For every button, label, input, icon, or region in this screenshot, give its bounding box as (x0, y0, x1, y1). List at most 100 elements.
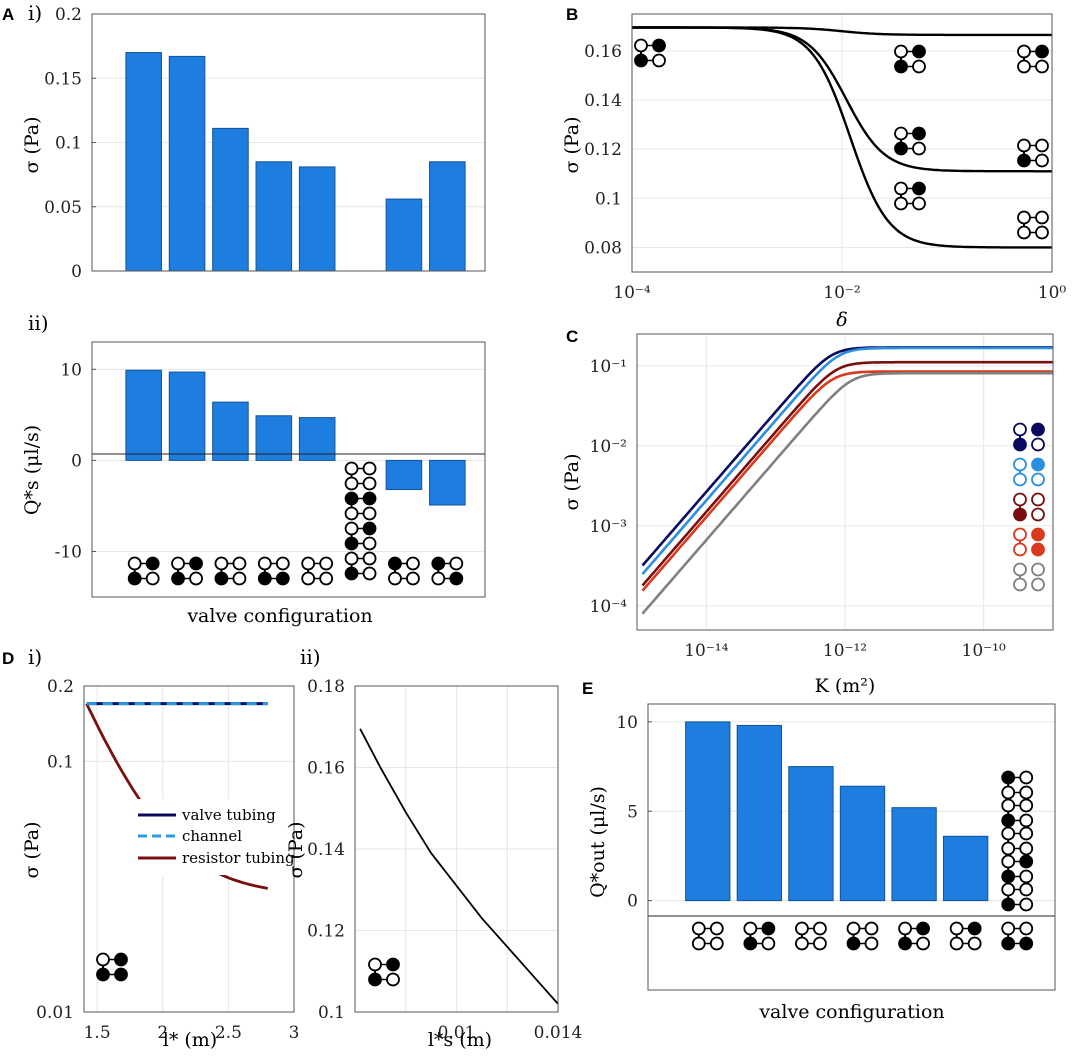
ytick-label: 10⁻³ (590, 517, 627, 537)
valve-circle (1019, 841, 1034, 856)
valve-circle (1001, 798, 1016, 813)
bar (255, 161, 293, 272)
valve-config-icon (1001, 770, 1034, 800)
valve-circle (894, 126, 908, 141)
valve-circle (145, 556, 160, 571)
valve-circle (344, 536, 359, 551)
valve-circle (795, 921, 809, 936)
ytick-label: 10 (616, 713, 638, 733)
chart-d-i: 0.01 0.1 0.2 1.5 2 2.5 3 valve tubing channel… (21, 677, 299, 1051)
valve-circle (1031, 457, 1045, 472)
valve-circle (368, 972, 382, 987)
valve-circle (1019, 785, 1034, 800)
ytick-label: 5 (627, 802, 638, 822)
valve-circle (691, 921, 706, 936)
valve-circle (1013, 422, 1027, 437)
valve-circle (344, 506, 359, 521)
valve-circle (652, 53, 666, 68)
chart-d-ii-lines (359, 728, 559, 1005)
ytick-label: 0.16 (584, 42, 622, 62)
ytick-label: 0.15 (44, 69, 82, 89)
chart-d-ii-ylabel: σ (Pa) (285, 821, 307, 878)
chart-c-lines (641, 346, 1053, 615)
valve-circle (344, 461, 359, 476)
bar (125, 52, 162, 272)
valve-circle (1013, 492, 1027, 507)
xtick-label: 10⁻⁴ (613, 283, 651, 303)
chart-e-bars (685, 721, 989, 902)
valve-circle (1001, 936, 1016, 951)
valve-circle (894, 141, 908, 156)
valve-circle (362, 536, 377, 551)
valve-circle (1031, 562, 1045, 577)
valve-circle (1017, 59, 1031, 74)
valve-circle (1035, 153, 1049, 168)
valve-config-icon (894, 181, 926, 211)
valve-config-icon (1001, 826, 1034, 856)
chart-c-yticks: 10⁻⁴ 10⁻³ 10⁻² 10⁻¹ (590, 357, 628, 617)
valve-circle (1017, 138, 1031, 153)
valve-config-icon (898, 921, 930, 951)
valve-circle (1017, 225, 1031, 240)
valve-circle (898, 936, 912, 951)
valve-circle (761, 921, 776, 936)
subpanel-label-d-i: i) (28, 645, 42, 669)
valve-circle (761, 936, 776, 951)
valve-circle (96, 967, 110, 982)
valve-circle (652, 38, 666, 53)
valve-circle (257, 571, 272, 586)
valve-circle (1035, 138, 1049, 153)
valve-circle (634, 53, 648, 68)
valve-circle (1001, 897, 1016, 912)
valve-circle (96, 952, 110, 967)
valve-circle (406, 556, 420, 571)
valve-config-icon (1001, 921, 1034, 951)
valve-config-icon (127, 556, 160, 586)
valve-circle (912, 141, 926, 156)
bar (298, 417, 336, 461)
chart-a-i-bars (125, 52, 466, 272)
valve-config-icon (388, 556, 420, 586)
valve-circle (743, 936, 758, 951)
valve-circle (1031, 577, 1045, 592)
valve-config-icon (214, 556, 247, 586)
valve-config-icon (368, 957, 400, 987)
valve-circle (275, 556, 290, 571)
bar (385, 198, 423, 272)
chart-b-yticks: 0.08 0.1 0.12 0.14 0.16 (584, 42, 622, 259)
valve-circle (1001, 770, 1016, 785)
chart-e-yticks: 0 5 10 (616, 713, 652, 912)
valve-circle (1031, 437, 1045, 452)
valve-circle (912, 44, 926, 59)
valve-circle (967, 936, 982, 951)
valve-circle (362, 551, 377, 566)
bar (212, 401, 249, 461)
ytick-label: 0 (71, 451, 82, 471)
chart-a-ii: -10 0 10 Q*s (μl/s) valve configuration (21, 341, 486, 627)
bar (255, 415, 293, 461)
valve-circle (386, 957, 400, 972)
valve-config-icon (949, 921, 982, 951)
ytick-label: 0.12 (307, 922, 345, 942)
valve-config-icon (171, 556, 203, 586)
valve-circle (1031, 422, 1045, 437)
bar (125, 369, 162, 461)
bar (168, 55, 206, 272)
valve-circle (1001, 869, 1016, 884)
valve-config-icon (743, 921, 776, 951)
valve-circle (301, 556, 316, 571)
chart-d-i-config-icons (96, 952, 128, 982)
valve-circle (1013, 507, 1027, 522)
xtick-label: 10⁻¹² (823, 641, 867, 661)
xtick-label: 0.014 (534, 1023, 583, 1043)
xtick-label: 1.5 (84, 1023, 111, 1043)
valve-circle (795, 936, 809, 951)
chart-b-frame (631, 13, 1053, 273)
valve-circle (232, 571, 247, 586)
valve-circle (1017, 44, 1031, 59)
valve-circle (1019, 936, 1034, 951)
valve-circle (1001, 826, 1016, 841)
valve-circle (1013, 457, 1027, 472)
series-line (641, 371, 1053, 615)
valve-circle (319, 556, 334, 571)
